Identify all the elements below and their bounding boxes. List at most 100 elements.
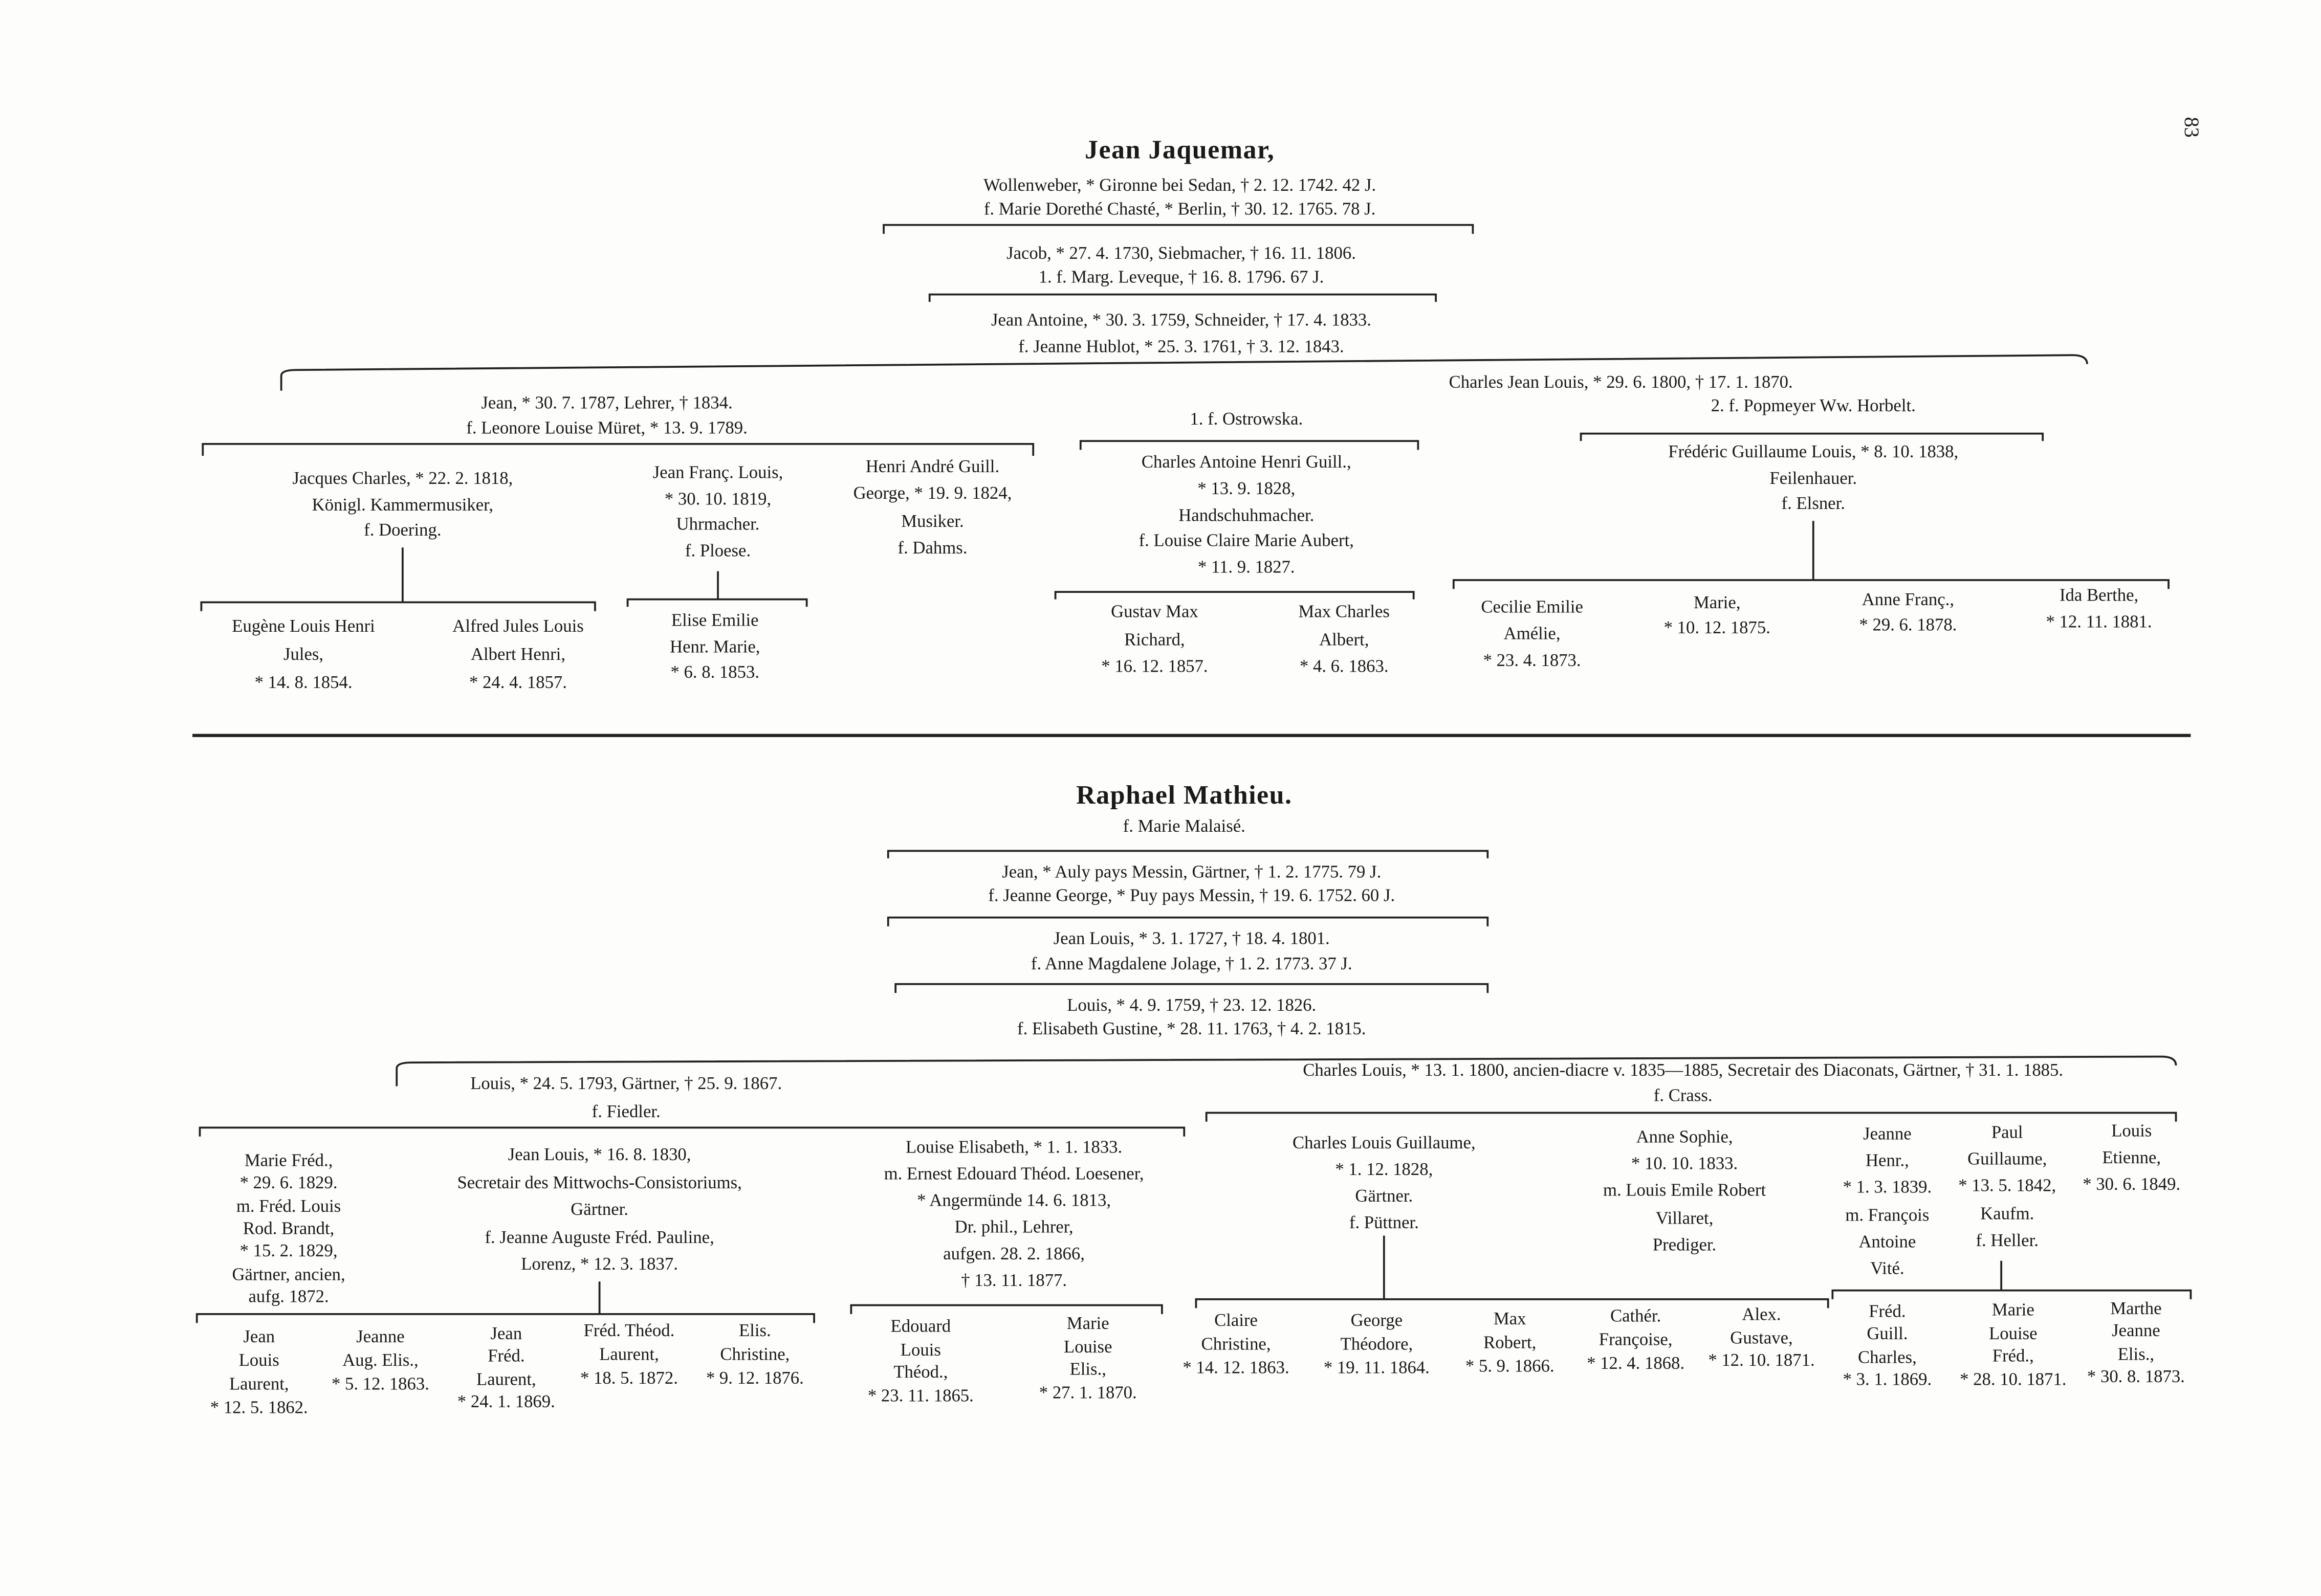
text-line: Gärtner, ancien, (232, 1263, 345, 1284)
text-line: Villaret, (1655, 1207, 1714, 1228)
text-line: * 23. 11. 1865. (867, 1385, 974, 1406)
text-line: Gustav Max (1111, 601, 1198, 622)
text-line: George (1350, 1310, 1403, 1331)
text-line: Elis., (2117, 1343, 2155, 1364)
text-line: * 4. 6. 1863. (1299, 655, 1389, 677)
text-line: Edouard (890, 1315, 951, 1337)
text-line: Anne Sophie, (1636, 1126, 1733, 1147)
text-line: Gustave, (1730, 1326, 1793, 1347)
text-line: aufg. 1872. (248, 1285, 329, 1306)
text-line: Jean Antoine, * 30. 3. 1759, Schneider, … (991, 309, 1371, 330)
text-line: * 12. 10. 1871. (1708, 1349, 1815, 1370)
text-line: Vité. (1870, 1257, 1904, 1279)
text-line: * 10. 10. 1833. (1631, 1153, 1738, 1174)
text-line: f. Elsner. (1781, 493, 1845, 514)
text-line: Robert, (1483, 1332, 1537, 1353)
text-line: m. Louis Emile Robert (1603, 1180, 1766, 1201)
text-line: * 24. 1. 1869. (457, 1390, 555, 1412)
text-line: Jean Franç. Louis, (652, 461, 783, 483)
text-line: Frédéric Guillaume Louis, * 8. 10. 1838, (1668, 441, 1959, 462)
text-line: f. Elisabeth Gustine, * 28. 11. 1763, † … (1017, 1018, 1366, 1039)
text-line: Jean Louis, * 16. 8. 1830, (508, 1144, 691, 1165)
text-line: Prediger. (1652, 1234, 1717, 1255)
text-line: † 13. 11. 1877. (961, 1270, 1067, 1291)
text-line: * 11. 9. 1827. (1197, 557, 1295, 578)
text-line: 2. f. Popmeyer Ww. Horbelt. (1711, 395, 1916, 416)
text-line: Louis, * 24. 5. 1793, Gärtner, † 25. 9. … (470, 1073, 782, 1094)
text-line: George, * 19. 9. 1824, (853, 482, 1012, 504)
text-line: Henr. Marie, (670, 635, 760, 656)
text-line: * 19. 11. 1864. (1323, 1357, 1430, 1378)
text-line: * 12. 5. 1862. (210, 1396, 308, 1418)
text-line: Marie Fréd., (244, 1149, 333, 1171)
bracket (396, 1055, 2177, 1087)
text-line: * 13. 5. 1842, (1958, 1176, 2056, 1196)
text-line: * 23. 4. 1873. (1483, 649, 1581, 671)
text-line: Richard, (1124, 628, 1185, 649)
text-line: * 16. 12. 1857. (1101, 655, 1208, 677)
text-line: Anne Franç., (1862, 589, 1955, 610)
text-line: * 30. 8. 1873. (2087, 1365, 2185, 1387)
text-line: * 1. 12. 1828, (1335, 1159, 1433, 1180)
text-line: Cecilie Emilie (1481, 596, 1583, 617)
bracket (894, 983, 1489, 993)
text-line: Marie, (1693, 592, 1741, 613)
text-line: f. Jeanne Auguste Fréd. Pauline, (485, 1226, 714, 1247)
text-line: * 12. 4. 1868. (1587, 1353, 1685, 1373)
text-line: f. Doering. (364, 519, 442, 540)
text-line: Fréd., (1992, 1345, 2034, 1367)
text-line: Lorenz, * 12. 3. 1837. (521, 1253, 678, 1274)
bracket (200, 601, 596, 611)
text-line: Paul (1991, 1121, 2023, 1143)
text-line: Jeanne (356, 1326, 405, 1347)
tree-title: Raphael Mathieu. (1076, 780, 1293, 810)
text-line: f. Marie Dorethé Chasté, * Berlin, † 30.… (983, 198, 1376, 219)
text-line: * 9. 12. 1876. (706, 1367, 804, 1388)
text-line: * 5. 12. 1863. (332, 1373, 429, 1394)
text-line: Charles Antoine Henri Guill., (1141, 451, 1351, 472)
text-line: Fréd. (1869, 1300, 1906, 1322)
text-line: * 24. 4. 1857. (469, 672, 567, 693)
text-line: Guill. (1867, 1323, 1908, 1344)
text-line: f. Jeanne George, * Puy pays Messin, † 1… (988, 884, 1395, 906)
text-line: Louis (900, 1338, 941, 1360)
text-line: Elis., (1069, 1359, 1106, 1380)
text-line: Louis, * 4. 9. 1759, † 23. 12. 1826. (1067, 994, 1317, 1015)
text-line: Jean, * 30. 7. 1787, Lehrer, † 1834. (481, 392, 733, 413)
text-line: * 6. 8. 1853. (670, 661, 760, 682)
text-line: m. François (1845, 1204, 1930, 1225)
text-line: Max (1493, 1308, 1526, 1329)
bracket (887, 850, 1489, 858)
text-line: Henri André Guill. (865, 456, 1000, 477)
text-line: Françoise, (1599, 1328, 1673, 1350)
text-line: Feilenhauer. (1769, 467, 1857, 488)
text-line: Charles, (1858, 1346, 1917, 1367)
text-line: * 15. 2. 1829, (239, 1240, 338, 1261)
text-line: Uhrmacher. (676, 514, 760, 535)
text-line: * 10. 12. 1875. (1663, 617, 1770, 638)
text-line: Albert Henri, (470, 644, 566, 664)
bracket (883, 224, 1474, 234)
bracket (928, 293, 1437, 302)
text-line: * 27. 1. 1870. (1039, 1382, 1137, 1403)
bracket (1452, 579, 2170, 589)
text-line: Louis (2111, 1120, 2152, 1141)
text-line: 1. f. Marg. Leveque, † 16. 8. 1796. 67 J… (1038, 266, 1324, 287)
text-line: Jeanne (1863, 1123, 1912, 1144)
text-line: Henr., (1865, 1150, 1909, 1171)
text-line: f. Ploese. (685, 540, 751, 561)
text-line: Louis (238, 1349, 279, 1370)
text-line: Jean, * Auly pays Messin, Gärtner, † 1. … (1002, 861, 1382, 882)
bracket (1195, 1298, 1829, 1309)
text-line: Elis. (739, 1320, 771, 1341)
text-line: Amélie, (1503, 623, 1561, 644)
text-line: Fréd. Théod. (583, 1320, 675, 1341)
text-line: Jeanne (2112, 1320, 2160, 1341)
text-line: * 3. 1. 1869. (1843, 1368, 1932, 1390)
text-line: * 29. 6. 1829. (239, 1172, 338, 1193)
text-line: Louise Elisabeth, * 1. 1. 1833. (905, 1136, 1123, 1158)
text-line: * 14. 12. 1863. (1183, 1357, 1289, 1378)
